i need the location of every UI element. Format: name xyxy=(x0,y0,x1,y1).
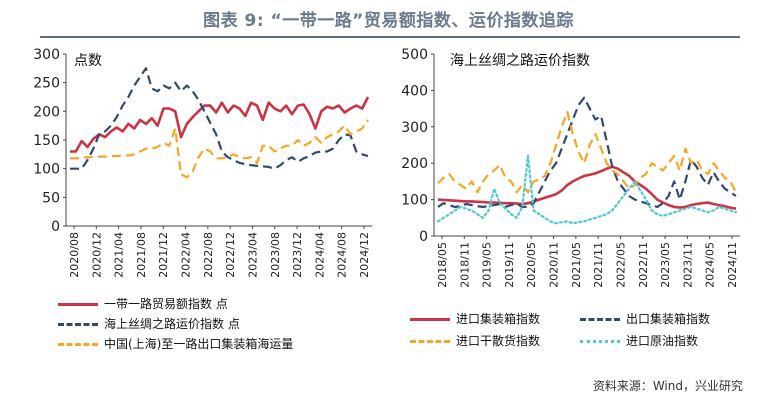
legend-swatch-left-0 xyxy=(58,303,98,306)
chart0-y-tick-label: 300 xyxy=(33,47,60,63)
chart0-x-tick-label: 2022/04 xyxy=(180,232,193,278)
chart1-x-tick-label: 2018/05 xyxy=(436,242,449,288)
chart1-x-tick-label: 2022/05 xyxy=(614,242,627,288)
chart0-x-tick-label: 2022/12 xyxy=(224,232,237,278)
chart0-x-tick-label: 2021/12 xyxy=(157,232,170,278)
chart1-series-1-line xyxy=(437,96,737,208)
chart0-title: 点数 xyxy=(74,53,102,69)
chart1-y-tick-label: 400 xyxy=(401,83,428,99)
legend-item-right-3: 进口原油指数 xyxy=(580,333,698,349)
chart1-series-0-line xyxy=(437,165,737,210)
chart0-x-tick-label: 2022/08 xyxy=(202,232,215,278)
chart0-y-tick-label: 250 xyxy=(33,76,60,92)
chart1-x-tick-label: 2023/05 xyxy=(659,242,672,288)
chart1-series-3-line xyxy=(436,154,738,225)
chart1-y-tick-label: 0 xyxy=(419,229,428,245)
chart1-x-tick-label: 2021/11 xyxy=(592,242,605,288)
chart1-y-tick-label: 300 xyxy=(401,120,428,136)
legend-item-right-0: 进口集装箱指数 xyxy=(410,311,540,327)
legend-label-left-0: 一带一路贸易额指数 点 xyxy=(104,297,228,311)
figure-title: 图表 9: “一带一路”贸易额指数、运价指数追踪 xyxy=(203,11,574,31)
chart0-x-tick-label: 2023/12 xyxy=(291,232,304,278)
chart1-x-tick-label: 2020/05 xyxy=(525,242,538,288)
legend-item-left-2: 中国(上海)至一路出口集装箱海运量 xyxy=(58,336,293,352)
legend-swatch-right-1 xyxy=(580,318,620,321)
chart0-x-tick-label: 2023/04 xyxy=(246,232,259,278)
title-rule xyxy=(40,36,740,38)
chart0-y-tick-label: 0 xyxy=(51,219,60,235)
chart0-x-tick-label: 2023/08 xyxy=(269,232,282,278)
chart0-series-2-line xyxy=(70,119,369,179)
chart1-series-2-line xyxy=(437,111,737,194)
legend-label-right-3: 进口原油指数 xyxy=(626,334,699,348)
chart0-y-tick-label: 200 xyxy=(33,104,60,120)
chart1-x-tick-label: 2021/05 xyxy=(570,242,583,288)
chart0-x-tick-label: 2021/04 xyxy=(113,232,126,278)
legend-label-right-1: 出口集装箱指数 xyxy=(626,312,711,326)
legend-label-left-1: 海上丝绸之路运价指数 点 xyxy=(104,317,240,331)
chart0-x-tick-label: 2020/12 xyxy=(90,232,103,278)
legend-swatch-left-2 xyxy=(58,343,98,346)
chart1-y-tick-label: 100 xyxy=(401,193,428,209)
chart1-x-tick-label: 2023/11 xyxy=(681,242,694,288)
legend-swatch-right-2 xyxy=(410,340,450,343)
chart1-x-tick-label: 2019/05 xyxy=(481,242,494,288)
chart0-y-tick-label: 100 xyxy=(33,162,60,178)
chart1-x-tick-label: 2018/11 xyxy=(458,242,471,288)
chart1-x-tick-label: 2020/11 xyxy=(548,242,561,288)
chart0-series-1-line xyxy=(70,67,369,170)
source-note: 资料来源：Wind，兴业研究 xyxy=(592,379,743,393)
legend-label-right-0: 进口集装箱指数 xyxy=(456,312,541,326)
chart0-y-tick-label: 50 xyxy=(42,190,60,206)
legend-swatch-right-3 xyxy=(580,340,620,343)
chart0-x-tick-label: 2020/08 xyxy=(68,232,81,278)
legend-swatch-right-0 xyxy=(410,318,450,321)
legend-item-left-0: 一带一路贸易额指数 点 xyxy=(58,296,228,312)
legend-item-right-1: 出口集装箱指数 xyxy=(580,311,710,327)
legend-item-left-1: 海上丝绸之路运价指数 点 xyxy=(58,316,240,332)
chart0-y-tick-label: 150 xyxy=(33,133,60,149)
chart0-x-tick-label: 2024/12 xyxy=(358,232,371,278)
chart1-x-tick-label: 2022/11 xyxy=(637,242,650,288)
legend-item-right-2: 进口干散货指数 xyxy=(410,333,540,349)
chart1-x-tick-label: 2024/05 xyxy=(704,242,717,288)
legend-label-left-2: 中国(上海)至一路出口集装箱海运量 xyxy=(104,337,294,351)
chart1-x-tick-label: 2019/11 xyxy=(503,242,516,288)
legend-swatch-left-1 xyxy=(58,323,98,326)
chart1-y-tick-label: 200 xyxy=(401,156,428,172)
chart1-x-tick-label: 2024/11 xyxy=(726,242,739,288)
chart1-y-tick-label: 500 xyxy=(401,47,428,63)
chart0-series-0-line xyxy=(70,96,370,153)
chart0-x-tick-label: 2024/08 xyxy=(336,232,349,278)
legend-label-right-2: 进口干散货指数 xyxy=(456,334,541,348)
chart0-x-tick-label: 2024/04 xyxy=(313,232,326,278)
chart0-x-tick-label: 2021/08 xyxy=(135,232,148,278)
chart1-title: 海上丝绸之路运价指数 xyxy=(450,53,590,69)
